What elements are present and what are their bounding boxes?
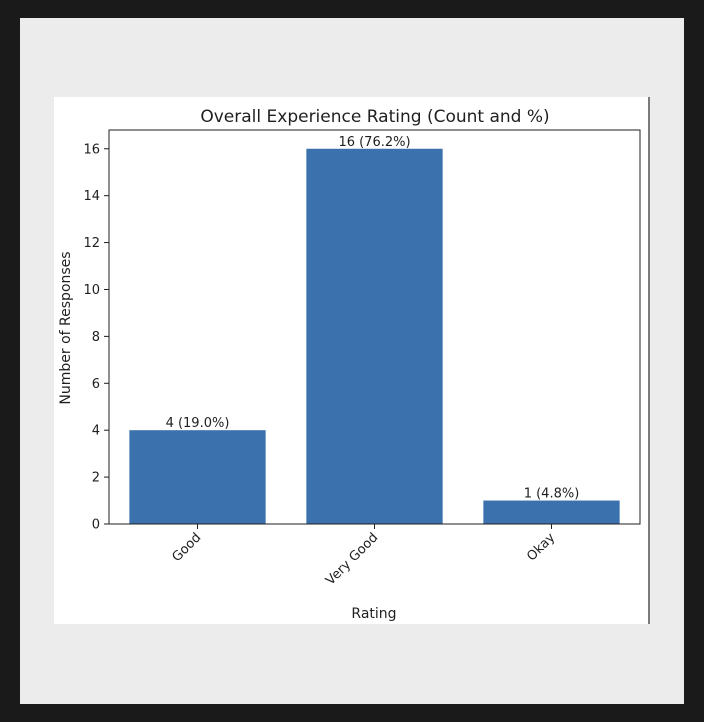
y-tick-label: 2 [92, 471, 100, 486]
y-tick-label: 12 [83, 236, 100, 251]
x-tick-label: Okay [524, 530, 558, 564]
chart-title: Overall Experience Rating (Count and %) [200, 107, 549, 127]
y-tick-label: 8 [92, 330, 100, 345]
frame-divider [648, 97, 650, 624]
bar-very-good [306, 148, 443, 524]
y-tick-label: 14 [83, 189, 100, 204]
y-tick-label: 4 [92, 424, 100, 439]
x-tick-label: Very Good [323, 530, 381, 588]
bar-data-label: 16 (76.2%) [338, 135, 410, 150]
y-tick-label: 10 [83, 283, 100, 298]
y-tick-label: 0 [92, 518, 100, 533]
bar-data-label: 1 (4.8%) [524, 487, 580, 502]
y-tick-label: 16 [83, 142, 100, 157]
bar-good [129, 430, 266, 524]
bar-data-label: 4 (19.0%) [166, 416, 230, 431]
x-axis-label: Rating [351, 606, 396, 622]
y-tick-label: 6 [92, 377, 100, 392]
x-tick-label: Good [170, 530, 205, 565]
plot-area-frame [108, 129, 641, 525]
y-axis-label: Number of Responses [58, 251, 74, 404]
bar-okay [483, 500, 620, 524]
